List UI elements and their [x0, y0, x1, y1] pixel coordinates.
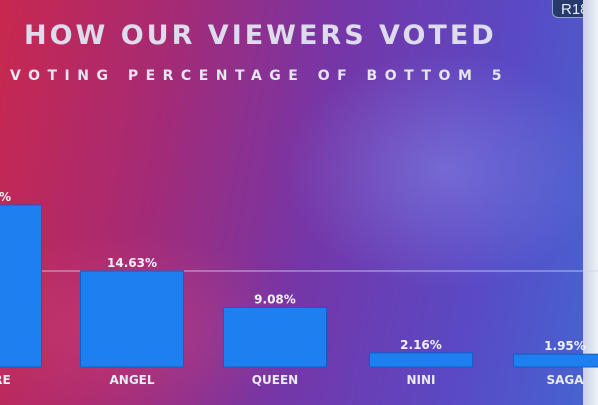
tick-label-angel: ANGEL [109, 373, 154, 387]
bar-angel [80, 270, 184, 368]
screen-edge [583, 0, 598, 405]
tick-label-queen: QUEEN [252, 373, 298, 387]
bar-re [0, 204, 42, 368]
labels-layer: % RE 14.63% ANGEL 9.08% QUEEN 2.16% NINI 1.95% SA… [0, 190, 586, 387]
tick-label-nini: NINI [406, 373, 435, 387]
bar-nini [369, 352, 473, 368]
data-label-queen: 9.08% [254, 292, 296, 306]
data-label-saga: 1.95% [544, 339, 586, 353]
bars-layer [0, 204, 598, 368]
bar-saga [513, 353, 598, 368]
bar-queen [223, 306, 327, 368]
page-title: HOW OUR VIEWERS VOTED [24, 20, 497, 51]
page-subtitle: VOTING PERCENTAGE OF BOTTOM 5 [10, 68, 509, 84]
data-label-re: % [0, 190, 11, 204]
tick-label-re: RE [0, 373, 11, 387]
data-label-nini: 2.16% [400, 338, 442, 352]
tick-label-saga: SAGA [546, 373, 584, 387]
data-label-angel: 14.63% [107, 256, 157, 270]
